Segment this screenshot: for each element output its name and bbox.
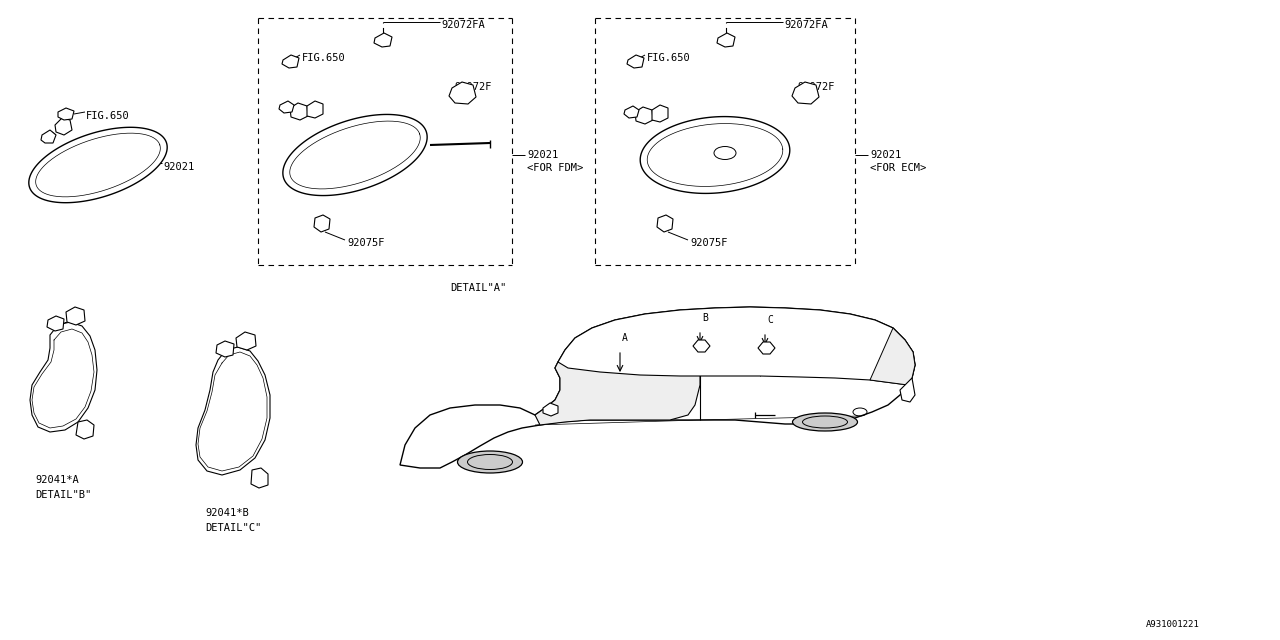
Polygon shape xyxy=(374,33,392,47)
Polygon shape xyxy=(449,82,476,104)
Polygon shape xyxy=(29,127,168,203)
Polygon shape xyxy=(627,55,644,68)
Polygon shape xyxy=(314,215,330,232)
Polygon shape xyxy=(635,107,653,124)
Polygon shape xyxy=(251,468,268,488)
Polygon shape xyxy=(625,106,639,118)
Polygon shape xyxy=(692,340,710,352)
Polygon shape xyxy=(758,342,774,354)
Text: 92072FA: 92072FA xyxy=(785,20,828,30)
Text: 92021: 92021 xyxy=(870,150,901,160)
Text: <FOR FDM>: <FOR FDM> xyxy=(527,163,584,173)
Polygon shape xyxy=(58,108,74,120)
Polygon shape xyxy=(279,101,294,113)
Text: 92075F: 92075F xyxy=(690,238,727,248)
Text: DETAIL"B": DETAIL"B" xyxy=(35,490,91,500)
Polygon shape xyxy=(67,307,84,325)
Polygon shape xyxy=(717,33,735,47)
Polygon shape xyxy=(792,82,819,104)
Polygon shape xyxy=(216,341,234,357)
Text: C: C xyxy=(767,315,773,325)
Polygon shape xyxy=(657,215,673,232)
Text: FIG.650: FIG.650 xyxy=(646,53,691,63)
Polygon shape xyxy=(640,116,790,193)
Polygon shape xyxy=(283,115,428,196)
Text: DETAIL"C": DETAIL"C" xyxy=(205,523,261,533)
Text: 92072F: 92072F xyxy=(797,82,835,92)
Text: FIG.650: FIG.650 xyxy=(86,111,129,121)
Polygon shape xyxy=(900,378,915,402)
Polygon shape xyxy=(652,105,668,122)
Text: 92072FA: 92072FA xyxy=(442,20,485,30)
Text: DETAIL"A": DETAIL"A" xyxy=(449,283,506,293)
Polygon shape xyxy=(307,101,323,118)
Polygon shape xyxy=(47,316,64,331)
Polygon shape xyxy=(196,347,270,475)
Text: 92021: 92021 xyxy=(163,162,195,172)
Polygon shape xyxy=(558,307,915,385)
Polygon shape xyxy=(543,403,558,416)
Text: A931001221: A931001221 xyxy=(1147,620,1201,629)
Text: 92041*B: 92041*B xyxy=(205,508,248,518)
Polygon shape xyxy=(41,130,56,143)
Polygon shape xyxy=(282,55,300,68)
Polygon shape xyxy=(535,351,700,425)
Polygon shape xyxy=(401,307,915,468)
Text: 92041*A: 92041*A xyxy=(35,475,79,485)
Text: 92075F: 92075F xyxy=(347,238,384,248)
Polygon shape xyxy=(55,118,72,135)
Ellipse shape xyxy=(792,413,858,431)
Text: 92072F: 92072F xyxy=(454,82,492,92)
Polygon shape xyxy=(236,332,256,350)
Polygon shape xyxy=(870,328,915,385)
Text: <FOR ECM>: <FOR ECM> xyxy=(870,163,927,173)
Text: 92021: 92021 xyxy=(527,150,558,160)
Text: B: B xyxy=(701,313,708,323)
Polygon shape xyxy=(76,420,93,439)
Ellipse shape xyxy=(457,451,522,473)
Text: FIG.650: FIG.650 xyxy=(302,53,346,63)
Polygon shape xyxy=(291,103,308,120)
Polygon shape xyxy=(29,322,97,432)
Text: A: A xyxy=(622,333,628,343)
